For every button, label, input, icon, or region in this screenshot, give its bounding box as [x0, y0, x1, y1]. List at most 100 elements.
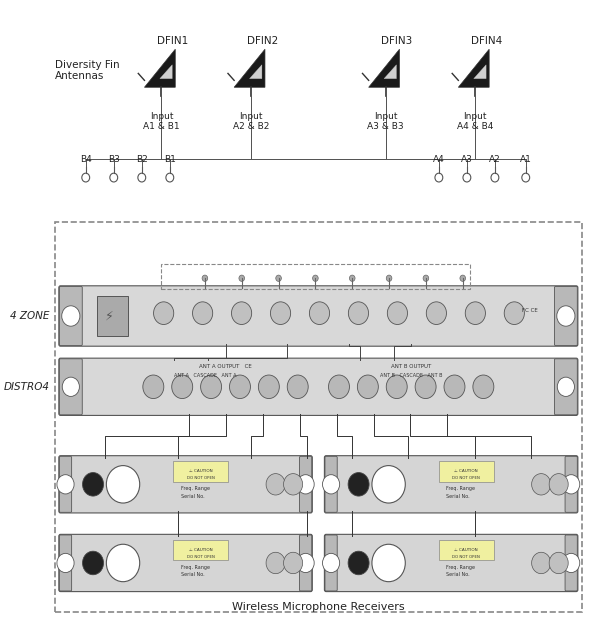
- Circle shape: [284, 473, 302, 495]
- Bar: [439, 461, 494, 482]
- Circle shape: [473, 375, 494, 399]
- Circle shape: [386, 375, 407, 399]
- Circle shape: [193, 302, 212, 324]
- Text: Freq. Range: Freq. Range: [446, 565, 475, 570]
- Text: Serial No.: Serial No.: [181, 572, 204, 577]
- Circle shape: [532, 552, 551, 574]
- Polygon shape: [160, 65, 172, 78]
- Circle shape: [557, 377, 574, 396]
- Text: Serial No.: Serial No.: [446, 572, 470, 577]
- FancyBboxPatch shape: [299, 456, 312, 513]
- Text: DISTRO4: DISTRO4: [3, 382, 49, 392]
- Circle shape: [310, 302, 329, 324]
- FancyBboxPatch shape: [554, 286, 577, 346]
- Circle shape: [259, 375, 280, 399]
- Circle shape: [284, 552, 302, 574]
- Text: ⚠ CAUTION: ⚠ CAUTION: [454, 470, 478, 473]
- Circle shape: [62, 306, 80, 326]
- Text: A3: A3: [461, 155, 473, 164]
- Circle shape: [154, 302, 174, 324]
- Text: Diversity Fin
Antennas: Diversity Fin Antennas: [55, 60, 119, 82]
- Bar: [55, 222, 582, 612]
- Text: DFIN3: DFIN3: [381, 36, 412, 46]
- Text: Freq. Range: Freq. Range: [446, 486, 475, 491]
- Circle shape: [200, 375, 221, 399]
- Text: A1: A1: [520, 155, 532, 164]
- Text: Serial No.: Serial No.: [446, 494, 470, 499]
- Text: DO NOT OPEN: DO NOT OPEN: [187, 476, 215, 480]
- Circle shape: [232, 302, 251, 324]
- Circle shape: [460, 275, 466, 281]
- Text: Wireless Microphone Receivers: Wireless Microphone Receivers: [232, 602, 404, 612]
- Text: ANT B OUTPUT: ANT B OUTPUT: [391, 364, 431, 369]
- Circle shape: [106, 466, 140, 503]
- Text: DO NOT OPEN: DO NOT OPEN: [452, 476, 480, 480]
- Circle shape: [297, 475, 314, 494]
- Circle shape: [323, 554, 340, 573]
- Text: ANT B   CASCADE   ANT B: ANT B CASCADE ANT B: [380, 372, 442, 377]
- Circle shape: [372, 466, 405, 503]
- Polygon shape: [384, 65, 397, 78]
- Circle shape: [57, 475, 74, 494]
- Polygon shape: [368, 49, 400, 87]
- FancyBboxPatch shape: [59, 535, 71, 591]
- FancyBboxPatch shape: [59, 359, 82, 415]
- FancyBboxPatch shape: [325, 456, 578, 513]
- Bar: [161, 264, 470, 289]
- Circle shape: [202, 275, 208, 281]
- Circle shape: [57, 554, 74, 573]
- Text: ANT A   CASCADE   ANT A: ANT A CASCADE ANT A: [173, 372, 236, 377]
- Text: B4: B4: [80, 155, 92, 164]
- Text: A4: A4: [433, 155, 445, 164]
- Circle shape: [276, 275, 281, 281]
- Polygon shape: [145, 49, 175, 87]
- Circle shape: [106, 544, 140, 581]
- FancyBboxPatch shape: [325, 535, 337, 591]
- Bar: [173, 540, 228, 561]
- Text: DFIN4: DFIN4: [471, 36, 502, 46]
- Circle shape: [557, 306, 575, 326]
- Text: A2: A2: [489, 155, 501, 164]
- Circle shape: [271, 302, 290, 324]
- FancyBboxPatch shape: [299, 535, 312, 591]
- Text: Serial No.: Serial No.: [181, 494, 204, 499]
- Text: ⚠ CAUTION: ⚠ CAUTION: [454, 548, 478, 552]
- Circle shape: [287, 375, 308, 399]
- FancyBboxPatch shape: [325, 456, 337, 513]
- Circle shape: [386, 275, 392, 281]
- Circle shape: [563, 475, 580, 494]
- Text: Input
A3 & B3: Input A3 & B3: [367, 112, 404, 131]
- Text: B3: B3: [108, 155, 119, 164]
- Circle shape: [348, 473, 369, 496]
- FancyBboxPatch shape: [565, 535, 577, 591]
- Polygon shape: [250, 65, 262, 78]
- Circle shape: [388, 302, 407, 324]
- Circle shape: [143, 375, 164, 399]
- Circle shape: [444, 375, 465, 399]
- Text: ANT A OUTPUT   CE: ANT A OUTPUT CE: [199, 364, 252, 369]
- Text: ⚡: ⚡: [105, 310, 114, 322]
- Circle shape: [532, 473, 551, 495]
- Text: B2: B2: [136, 155, 148, 164]
- Circle shape: [328, 375, 349, 399]
- Circle shape: [266, 473, 285, 495]
- Circle shape: [62, 377, 79, 396]
- Circle shape: [172, 375, 193, 399]
- Circle shape: [313, 275, 318, 281]
- Circle shape: [349, 275, 355, 281]
- Circle shape: [83, 551, 104, 574]
- Circle shape: [426, 302, 446, 324]
- Polygon shape: [234, 49, 265, 87]
- Circle shape: [323, 475, 340, 494]
- Circle shape: [348, 551, 369, 574]
- FancyBboxPatch shape: [59, 456, 312, 513]
- Circle shape: [465, 302, 485, 324]
- Text: 4 ZONE: 4 ZONE: [10, 311, 49, 321]
- FancyBboxPatch shape: [59, 286, 578, 346]
- FancyBboxPatch shape: [325, 534, 578, 592]
- Circle shape: [549, 552, 568, 574]
- Text: Freq. Range: Freq. Range: [181, 565, 209, 570]
- Text: Input
A1 & B1: Input A1 & B1: [143, 112, 180, 131]
- Circle shape: [504, 302, 524, 324]
- Text: ⚠ CAUTION: ⚠ CAUTION: [189, 470, 212, 473]
